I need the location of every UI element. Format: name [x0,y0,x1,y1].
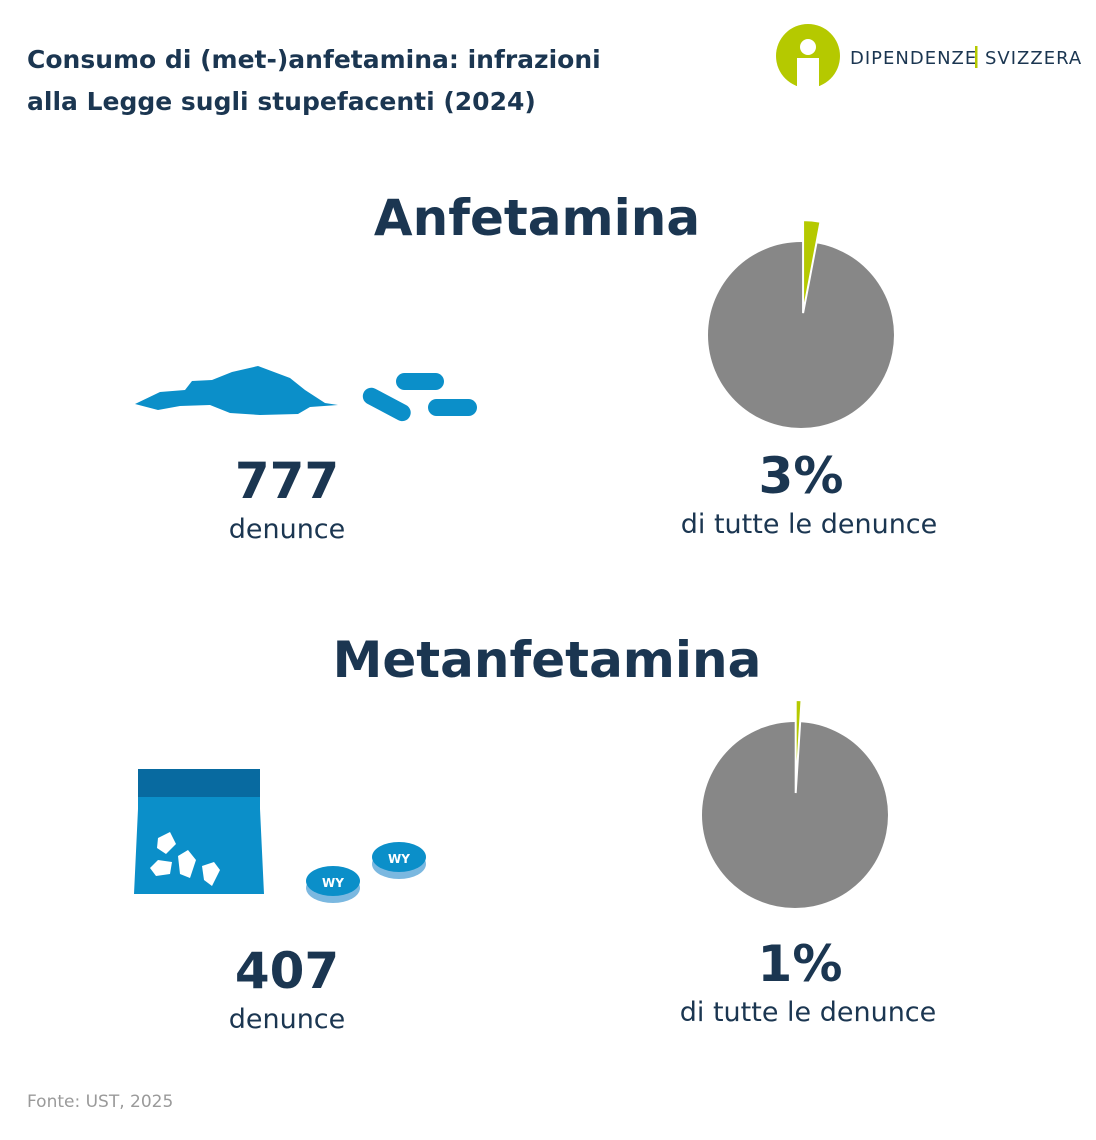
logo-text: SVIZZERA [985,48,1082,69]
source: Fonte: UST, 2025 [27,1092,173,1112]
pie-value-label: 3% [759,447,844,505]
methamphetamine-icon: WY WY [134,769,426,903]
svg-text:WY: WY [388,852,410,866]
caption: di tutte le denunce [680,997,937,1028]
logo: DIPENDENZE SVIZZERA [776,24,1082,88]
section-title: Anfetamina [374,189,700,247]
caption: di tutte le denunce [681,509,938,540]
pie-slice [794,699,803,794]
count-label: denunce [229,514,346,545]
count: 407 [235,942,339,1000]
pie-rest [702,722,888,908]
count: 777 [235,452,339,510]
svg-text:WY: WY [322,876,344,890]
pie-value-label: 1% [758,935,843,993]
title-line: Consumo di (met-)anfetamina: infrazioni [27,45,601,74]
pie-slice [802,219,822,314]
section-title: Metanfetamina [333,631,762,689]
amphetamine-icon [135,366,477,422]
pie-rest [708,242,894,428]
logo-text: DIPENDENZE [850,48,977,69]
count-label: denunce [229,1004,346,1035]
title-line: alla Legge sugli stupefacenti (2024) [27,87,536,116]
